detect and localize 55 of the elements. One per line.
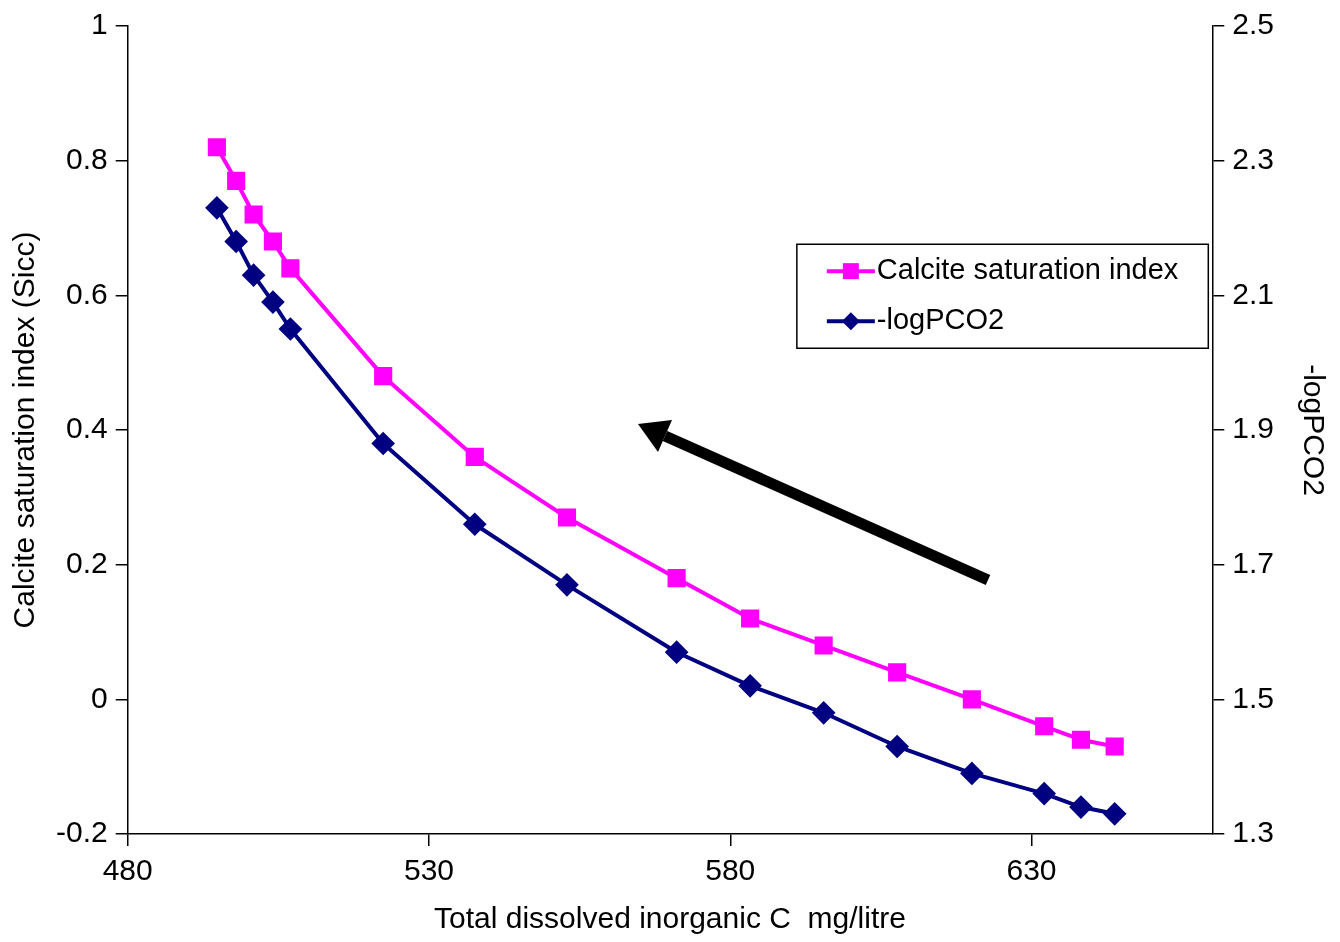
point [463,513,486,536]
x-tick-label: 580 [705,853,756,887]
y-axis-title: Calcite saturation index (Sicc) [7,231,41,629]
y-tick-label: 0 [91,680,108,714]
point [372,432,395,455]
y-tick-label: 1 [91,7,108,41]
point [555,573,578,596]
point [1103,802,1126,825]
point [1035,717,1054,736]
point [279,318,302,340]
point [739,674,762,697]
y2-axis-title: -logPCO2 [1297,364,1331,496]
point [557,508,577,527]
point [1071,730,1091,749]
x-tick-label: 630 [1006,853,1057,887]
point [281,259,300,278]
point [1105,737,1124,756]
point [227,171,246,190]
point [960,762,983,785]
y-tick-label: -0.2 [55,815,108,849]
point [207,138,226,157]
point [261,291,284,314]
point [814,636,833,655]
y2-tick-label: 1.5 [1232,680,1275,714]
point [374,367,393,386]
legend-label: -logPCO2 [876,303,1005,336]
y2-tick-label: 1.7 [1232,545,1275,579]
point [741,609,760,628]
legend-label: Calcite saturation index [876,253,1179,286]
y2-tick-label: 1.3 [1232,815,1275,849]
y2-tick-label: 2.5 [1232,7,1275,41]
y2-tick-label: 2.1 [1232,276,1275,310]
point [225,230,248,253]
point [205,196,228,219]
point [812,701,835,724]
point [244,205,263,224]
point [888,663,907,682]
y-tick-label: 0.4 [65,411,108,445]
y-tick-label: 0.6 [65,276,108,310]
y-tick-label: 0.8 [65,141,108,175]
x-tick-label: 530 [403,853,454,887]
y-tick-label: 0.2 [65,545,108,579]
point [242,264,265,287]
point [667,569,686,588]
point [886,735,909,758]
point [465,447,484,466]
point [665,641,688,664]
point [263,232,282,251]
x-axis-title: Total dissolved inorganic C mg/litre [434,901,906,935]
y2-tick-label: 1.9 [1232,411,1275,445]
point [962,690,981,709]
x-tick-label: 480 [102,853,153,887]
y2-tick-label: 2.3 [1232,141,1275,175]
point [1069,796,1092,819]
point [1033,782,1056,805]
